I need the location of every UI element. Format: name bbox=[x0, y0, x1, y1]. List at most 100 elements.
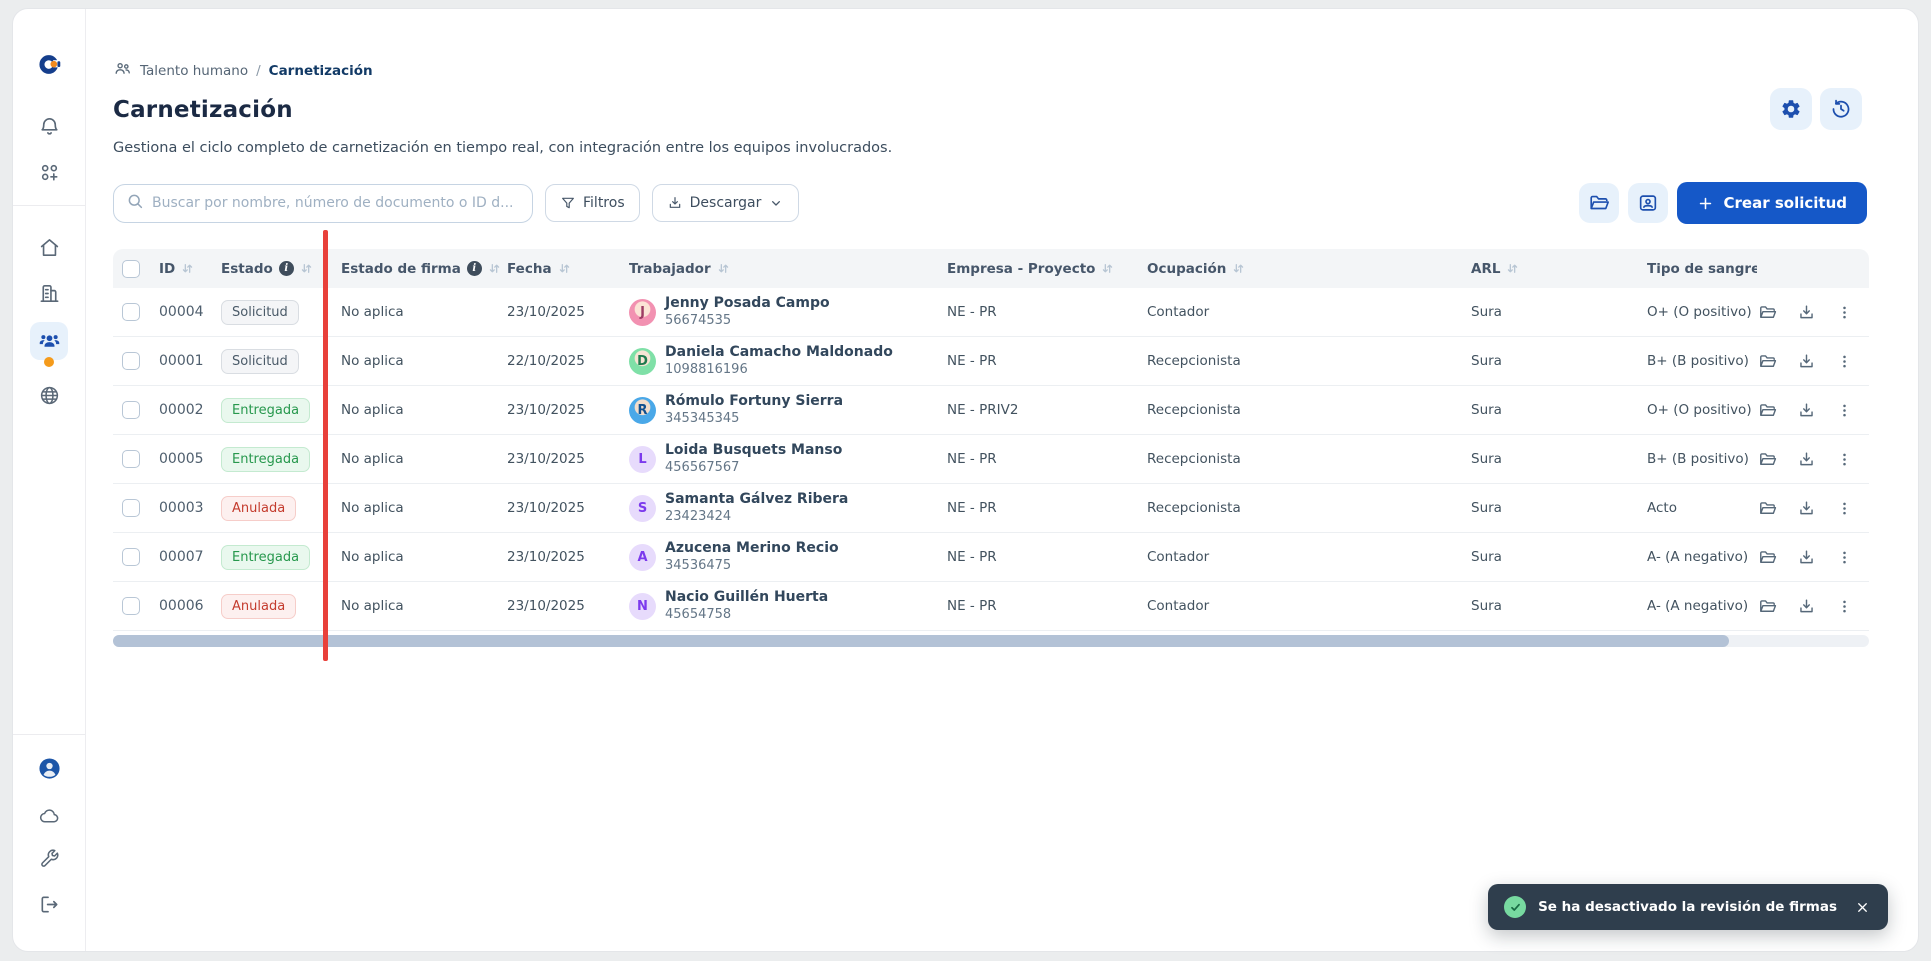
sort-icon[interactable] bbox=[717, 262, 730, 275]
info-icon[interactable]: i bbox=[466, 261, 482, 276]
download-row-button[interactable] bbox=[1797, 450, 1816, 469]
sort-icon[interactable] bbox=[181, 262, 194, 275]
horizontal-scrollbar-thumb[interactable] bbox=[113, 635, 1729, 647]
row-id: 00001 bbox=[159, 353, 204, 369]
download-row-button[interactable] bbox=[1797, 303, 1816, 322]
download-button[interactable]: Descargar bbox=[651, 184, 800, 222]
worker-name[interactable]: Samanta Gálvez Ribera bbox=[665, 491, 849, 508]
column-header-fecha[interactable]: Fecha bbox=[507, 260, 552, 277]
sort-icon[interactable] bbox=[300, 262, 313, 275]
download-row-button[interactable] bbox=[1797, 352, 1816, 371]
table-row: 00006 Anulada No aplica 23/10/2025 N Nac… bbox=[113, 582, 1869, 631]
sort-icon[interactable] bbox=[558, 262, 571, 275]
toast-close-button[interactable] bbox=[1853, 898, 1872, 917]
sidebar-item-talento-humano[interactable] bbox=[30, 322, 68, 367]
search-input[interactable] bbox=[152, 195, 520, 211]
arl-provider: Sura bbox=[1471, 451, 1502, 467]
download-row-button[interactable] bbox=[1797, 548, 1816, 567]
column-header-trabajador[interactable]: Trabajador bbox=[629, 260, 711, 277]
logout-icon[interactable] bbox=[30, 885, 68, 923]
worker-name[interactable]: Azucena Merino Recio bbox=[665, 540, 839, 557]
row-menu-kebab-button[interactable] bbox=[1836, 549, 1853, 566]
open-folder-button[interactable] bbox=[1758, 450, 1777, 469]
toast-message: Se ha desactivado la revisión de firmas bbox=[1538, 899, 1837, 915]
row-checkbox[interactable] bbox=[122, 548, 140, 566]
sort-icon[interactable] bbox=[1101, 262, 1114, 275]
row-menu-kebab-button[interactable] bbox=[1836, 451, 1853, 468]
row-menu-kebab-button[interactable] bbox=[1836, 353, 1853, 370]
blood-type: A- (A negativo) bbox=[1647, 598, 1749, 614]
company-project: NE - PRIV2 bbox=[947, 402, 1019, 418]
company-project: NE - PR bbox=[947, 304, 997, 320]
row-checkbox[interactable] bbox=[122, 597, 140, 615]
breadcrumb-section[interactable]: Talento humano bbox=[140, 62, 249, 79]
apps-add-icon[interactable] bbox=[30, 153, 68, 191]
request-date: 23/10/2025 bbox=[507, 598, 585, 614]
arl-provider: Sura bbox=[1471, 500, 1502, 516]
row-id: 00004 bbox=[159, 304, 204, 320]
row-menu-kebab-button[interactable] bbox=[1836, 402, 1853, 419]
status-badge: Solicitud bbox=[221, 348, 299, 374]
open-folder-button[interactable] bbox=[1758, 303, 1777, 322]
worker-avatar: R bbox=[629, 396, 656, 424]
column-header-id[interactable]: ID bbox=[159, 260, 176, 277]
filters-button[interactable]: Filtros bbox=[545, 184, 640, 222]
worker-name[interactable]: Daniela Camacho Maldonado bbox=[665, 344, 893, 361]
create-request-button[interactable]: Crear solicitud bbox=[1676, 182, 1867, 224]
column-header-estado[interactable]: Estado bbox=[221, 260, 273, 277]
request-date: 23/10/2025 bbox=[507, 500, 585, 516]
folder-view-button[interactable] bbox=[1578, 183, 1619, 223]
worker-name[interactable]: Rómulo Fortuny Sierra bbox=[665, 393, 844, 410]
table-row: 00005 Entregada No aplica 23/10/2025 L L… bbox=[113, 435, 1869, 484]
sort-icon[interactable] bbox=[488, 262, 501, 275]
breadcrumb-separator: / bbox=[256, 62, 261, 79]
sidebar-item-home[interactable] bbox=[30, 228, 68, 266]
worker-name[interactable]: Loida Busquets Manso bbox=[665, 442, 843, 459]
sort-icon[interactable] bbox=[1506, 262, 1519, 275]
row-checkbox[interactable] bbox=[122, 499, 140, 517]
info-icon[interactable]: i bbox=[278, 261, 294, 276]
row-menu-kebab-button[interactable] bbox=[1836, 598, 1853, 615]
user-avatar[interactable] bbox=[30, 749, 68, 787]
settings-wrench-icon[interactable] bbox=[30, 839, 68, 877]
occupation: Recepcionista bbox=[1147, 353, 1241, 369]
row-checkbox[interactable] bbox=[122, 450, 140, 468]
worker-avatar: A bbox=[629, 543, 656, 571]
download-row-button[interactable] bbox=[1797, 597, 1816, 616]
open-folder-button[interactable] bbox=[1758, 499, 1777, 518]
column-header-arl[interactable]: ARL bbox=[1471, 260, 1501, 277]
column-header-ocupacion[interactable]: Ocupación bbox=[1147, 260, 1227, 277]
row-checkbox[interactable] bbox=[122, 352, 140, 370]
download-row-button[interactable] bbox=[1797, 499, 1816, 518]
open-folder-button[interactable] bbox=[1758, 548, 1777, 567]
download-row-button[interactable] bbox=[1797, 401, 1816, 420]
worker-name[interactable]: Jenny Posada Campo bbox=[665, 295, 830, 312]
column-header-tipo-sangre[interactable]: Tipo de sangre bbox=[1647, 260, 1757, 277]
row-menu-kebab-button[interactable] bbox=[1836, 500, 1853, 517]
open-folder-button[interactable] bbox=[1758, 352, 1777, 371]
row-checkbox[interactable] bbox=[122, 401, 140, 419]
row-checkbox[interactable] bbox=[122, 303, 140, 321]
worker-name[interactable]: Nacio Guillén Huerta bbox=[665, 589, 829, 606]
column-header-estado-firma[interactable]: Estado de firma bbox=[341, 260, 461, 277]
open-folder-button[interactable] bbox=[1758, 597, 1777, 616]
blood-type: A- (A negativo) bbox=[1647, 549, 1749, 565]
worker-avatar: J bbox=[629, 298, 656, 326]
row-menu-kebab-button[interactable] bbox=[1836, 304, 1853, 321]
sidebar-item-company[interactable] bbox=[30, 274, 68, 312]
card-view-button[interactable] bbox=[1627, 183, 1668, 223]
app-logo-icon[interactable] bbox=[30, 45, 68, 83]
cloud-icon[interactable] bbox=[30, 796, 68, 834]
column-header-empresa[interactable]: Empresa - Proyecto bbox=[947, 260, 1096, 277]
settings-gear-button[interactable] bbox=[1770, 88, 1812, 130]
worker-document: 345345345 bbox=[665, 410, 740, 426]
sidebar-divider bbox=[13, 205, 85, 206]
select-all-checkbox[interactable] bbox=[122, 259, 140, 278]
worker-avatar: L bbox=[629, 445, 656, 473]
notifications-bell-icon[interactable] bbox=[30, 107, 68, 145]
open-folder-button[interactable] bbox=[1758, 401, 1777, 420]
history-button[interactable] bbox=[1820, 88, 1862, 130]
sidebar-item-globe[interactable] bbox=[30, 376, 68, 414]
sort-icon[interactable] bbox=[1232, 262, 1245, 275]
horizontal-scrollbar-track[interactable] bbox=[113, 635, 1869, 647]
